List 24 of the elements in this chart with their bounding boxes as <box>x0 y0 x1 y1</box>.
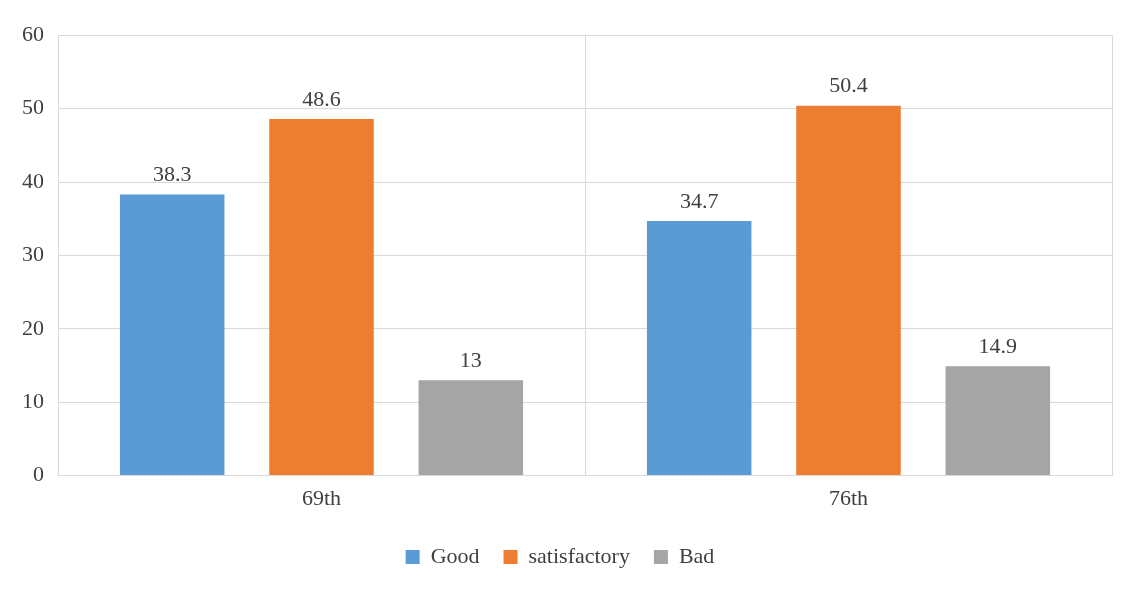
data-label: 13 <box>459 346 482 372</box>
x-tick-label: 69th <box>301 484 342 510</box>
y-tick-label: 10 <box>22 387 44 413</box>
bar <box>269 118 374 476</box>
bar <box>119 194 225 476</box>
data-label: 38.3 <box>152 161 192 187</box>
data-label: 34.7 <box>679 187 719 213</box>
data-label: 14.9 <box>978 333 1018 359</box>
x-tick-label: 76th <box>828 484 869 510</box>
y-tick-label: 30 <box>22 241 44 267</box>
y-tick-label: 50 <box>22 94 44 120</box>
bar <box>646 220 752 476</box>
bar <box>418 380 524 476</box>
y-tick-label: 40 <box>22 167 44 193</box>
legend-label: Good <box>430 542 480 568</box>
y-tick-label: 20 <box>22 314 44 340</box>
data-label: 50.4 <box>829 72 868 98</box>
bar <box>945 366 1051 476</box>
legend-label: Bad <box>678 542 715 568</box>
y-tick-label: 60 <box>22 20 44 46</box>
y-tick-label: 0 <box>33 461 44 487</box>
bar <box>796 105 901 476</box>
legend-label: satisfactory <box>528 542 630 568</box>
data-label: 48.6 <box>302 85 341 111</box>
